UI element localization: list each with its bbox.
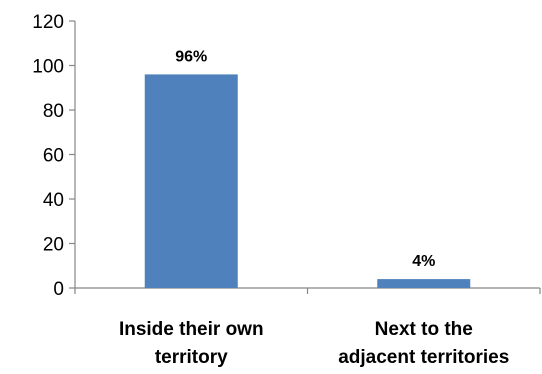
y-tick-label: 20 <box>43 235 64 256</box>
y-axis: 0 20 40 60 80 100 120 <box>32 12 76 300</box>
y-tick-label: 100 <box>32 57 64 78</box>
data-label: 96% <box>175 48 207 65</box>
y-tick-label: 60 <box>43 146 64 167</box>
y-tick-label: 0 <box>53 279 64 300</box>
bar <box>377 279 471 288</box>
y-tick-label: 40 <box>43 190 64 211</box>
category-label: Inside their own <box>119 319 264 340</box>
category-label: adjacent territories <box>338 347 509 368</box>
x-axis <box>74 287 541 294</box>
category-labels: Inside their own territory Next to the adja… <box>119 319 509 368</box>
data-labels: 96% 4% <box>175 48 435 270</box>
category-label: territory <box>155 347 228 368</box>
category-label: Next to the <box>375 319 473 340</box>
data-label: 4% <box>412 253 435 270</box>
bar <box>144 74 238 289</box>
y-tick-label: 120 <box>32 12 64 33</box>
bars <box>144 74 471 289</box>
y-tick-label: 80 <box>43 101 64 122</box>
